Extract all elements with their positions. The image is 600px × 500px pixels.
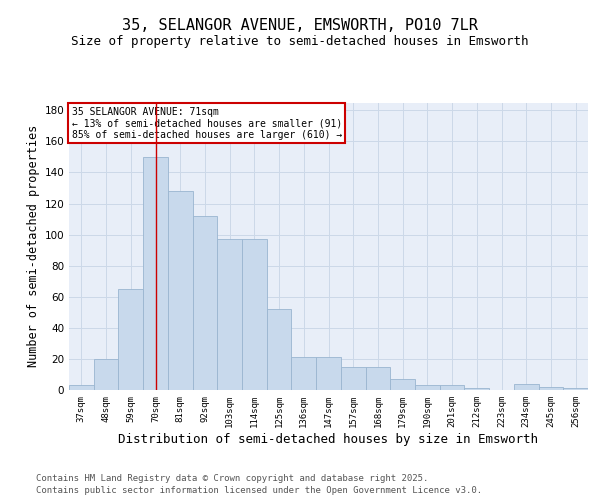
Bar xyxy=(69,386,94,390)
Bar xyxy=(94,359,118,390)
Bar xyxy=(143,157,168,390)
Text: 35, SELANGOR AVENUE, EMSWORTH, PO10 7LR: 35, SELANGOR AVENUE, EMSWORTH, PO10 7LR xyxy=(122,18,478,32)
Bar xyxy=(267,309,292,390)
Bar xyxy=(193,216,217,390)
Bar xyxy=(563,388,588,390)
Bar xyxy=(217,240,242,390)
Text: 35 SELANGOR AVENUE: 71sqm
← 13% of semi-detached houses are smaller (91)
85% of : 35 SELANGOR AVENUE: 71sqm ← 13% of semi-… xyxy=(71,107,342,140)
Bar xyxy=(118,289,143,390)
Bar xyxy=(514,384,539,390)
Y-axis label: Number of semi-detached properties: Number of semi-detached properties xyxy=(27,125,40,368)
Text: Size of property relative to semi-detached houses in Emsworth: Size of property relative to semi-detach… xyxy=(71,35,529,48)
X-axis label: Distribution of semi-detached houses by size in Emsworth: Distribution of semi-detached houses by … xyxy=(119,432,539,446)
Bar xyxy=(365,366,390,390)
Bar xyxy=(316,358,341,390)
Bar xyxy=(242,240,267,390)
Bar xyxy=(539,387,563,390)
Bar xyxy=(341,366,365,390)
Text: Contains HM Land Registry data © Crown copyright and database right 2025.: Contains HM Land Registry data © Crown c… xyxy=(36,474,428,483)
Bar xyxy=(390,379,415,390)
Bar xyxy=(292,358,316,390)
Text: Contains public sector information licensed under the Open Government Licence v3: Contains public sector information licen… xyxy=(36,486,482,495)
Bar xyxy=(415,386,440,390)
Bar xyxy=(168,191,193,390)
Bar xyxy=(440,386,464,390)
Bar xyxy=(464,388,489,390)
